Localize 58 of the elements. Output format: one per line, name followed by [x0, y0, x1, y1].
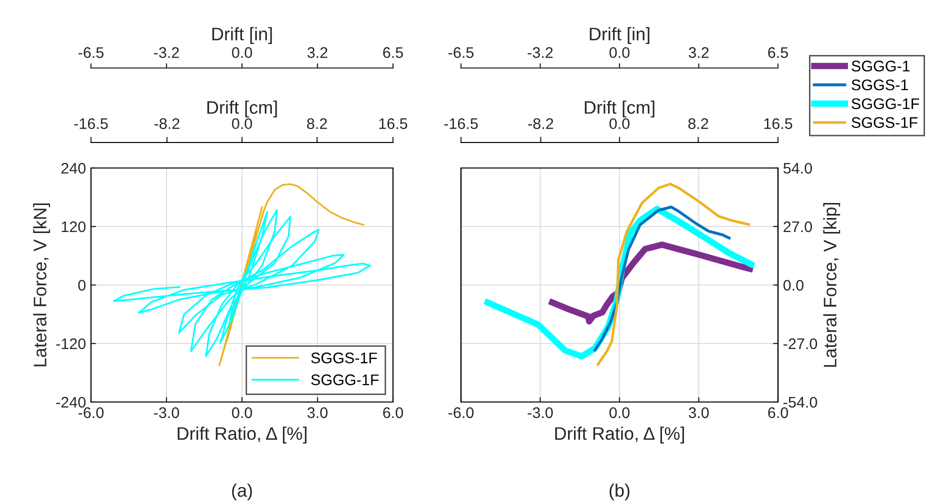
x2-tick-label: -16.5: [74, 118, 108, 130]
legend-label: SGGS-1F: [852, 117, 918, 128]
line-series: [596, 182, 752, 367]
y2-tick-label: -27.0: [784, 338, 818, 350]
x2-axis-title: Drift [cm]: [207, 100, 277, 118]
y-tick-label: 120: [62, 221, 86, 232]
text: -6.5: [78, 47, 104, 58]
x-tick-label: 6.0: [768, 407, 788, 418]
x-tick-label: -6.0: [448, 407, 474, 418]
x-tick-label: 3.0: [688, 407, 709, 418]
x2-axis-title: Drift [cm]: [584, 100, 654, 118]
text: -3.2: [528, 47, 553, 58]
x2-tick-label: 8.2: [688, 118, 708, 130]
text: 6.5: [768, 47, 788, 58]
text: 0.0: [609, 47, 630, 58]
y-tick-label: 240: [61, 162, 86, 174]
x-axis-title: Drift Ratio, Δ [%]: [555, 426, 684, 444]
line-series: [592, 206, 732, 353]
y-tick-label: 0: [78, 280, 86, 291]
x-tick-label: 6.0: [383, 407, 404, 418]
y2-tick-label: -54.0: [784, 396, 818, 408]
text: (a): [232, 484, 252, 500]
y2-axis-title: Lateral Force, V [kip]: [823, 202, 840, 367]
legend-label: SGGS-1F: [311, 352, 377, 364]
x2-tick-label: 0.0: [609, 118, 630, 130]
legend-label: SGGG-1: [852, 60, 910, 72]
text: Drift [in]: [590, 27, 650, 44]
legend-label: SGGG-1F: [852, 98, 920, 110]
x-axis-title: Drift Ratio, Δ [%]: [178, 426, 306, 444]
x-tick-label: -3.0: [154, 407, 180, 418]
x2-tick-label: -8.2: [528, 118, 554, 130]
text: (b): [610, 484, 630, 500]
x2-tick-label: 16.5: [379, 118, 408, 130]
text: -3.2: [154, 47, 179, 58]
x2-tick-label: 0.0: [232, 118, 252, 130]
legend-label: SGGS-1: [852, 79, 908, 90]
text: 3.2: [307, 47, 328, 58]
y-tick-label: -120: [56, 338, 86, 350]
y2-tick-label: 54.0: [783, 162, 812, 174]
x-tick-label: 3.0: [307, 407, 328, 418]
x2-tick-label: -8.2: [154, 118, 180, 130]
x-tick-label: 0.0: [232, 407, 252, 418]
y-tick-label: -240: [56, 396, 86, 408]
x-tick-label: -3.0: [528, 407, 553, 418]
text: -6.5: [448, 47, 474, 58]
y2-tick-label: 27.0: [784, 221, 812, 232]
x2-tick-label: -16.5: [444, 118, 478, 130]
text: 0.0: [232, 47, 252, 58]
text: 3.2: [688, 47, 709, 58]
y2-tick-label: 0.0: [783, 280, 804, 291]
x-tick-label: 0.0: [609, 407, 630, 418]
x2-tick-label: 16.5: [764, 118, 792, 130]
legend-label: SGGG-1F: [311, 374, 379, 386]
y-axis-title: Lateral Force, V [kN]: [33, 204, 50, 366]
text: 6.5: [383, 47, 403, 58]
x2-tick-label: 8.2: [307, 118, 327, 130]
x-tick-label: -6.0: [78, 407, 104, 418]
text: Drift [in]: [212, 27, 272, 44]
